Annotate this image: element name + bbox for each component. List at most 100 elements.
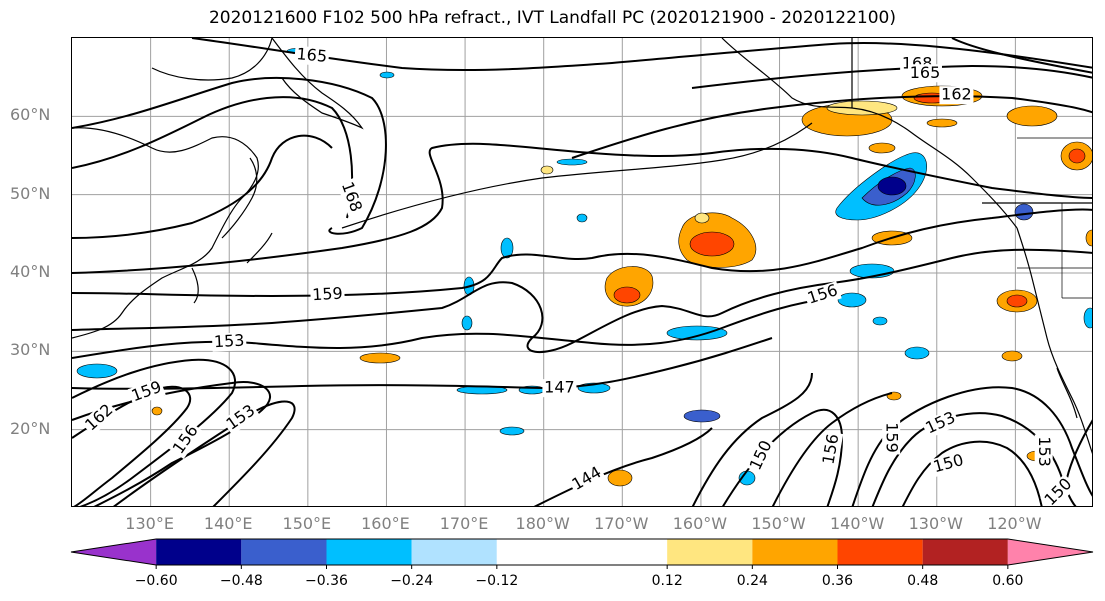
colorbar-extend-min [71, 539, 157, 565]
contour-label-background [127, 377, 166, 407]
positive-anomaly [359, 352, 401, 364]
colorbar-swatch [156, 539, 242, 565]
contour-label-background [567, 462, 607, 496]
negative-anomaly [576, 213, 588, 223]
colorbar-swatch [241, 539, 327, 565]
negative-anomaly [837, 292, 867, 308]
contour-label: 162 [941, 85, 972, 104]
colorbar-tick-label: −0.12 [475, 573, 519, 589]
latitude-label: 40°N [10, 262, 51, 281]
latitude-label: 20°N [10, 418, 51, 438]
contour-label-background [542, 379, 577, 398]
contour-label-background [921, 408, 960, 439]
contour-label: 165 [910, 63, 941, 82]
positive-anomaly [540, 165, 554, 175]
positive-anomaly [694, 212, 710, 224]
negative-anomaly [500, 237, 514, 259]
negative-anomaly [904, 346, 930, 360]
map-panel: 165 168 165 162 168 159 156 153 147 159 162 153 156 1… [71, 37, 1093, 507]
map-title: 2020121600 F102 500 hPa refract., IVT La… [208, 8, 896, 28]
contour-line [72, 134, 333, 239]
okhotsk-coastline [151, 38, 273, 81]
positive-anomaly [826, 100, 898, 116]
alaska-coastline [721, 38, 1018, 229]
asia-coastline [72, 127, 259, 339]
contour-label-background [1034, 434, 1053, 469]
contour-label-background [819, 430, 844, 468]
canada-border [851, 38, 1092, 204]
colorbar-swatch [752, 539, 838, 565]
contour-line [571, 95, 1092, 159]
positive-anomaly [868, 142, 896, 154]
positive-anomaly [1006, 105, 1058, 127]
positive-anomaly [607, 469, 633, 487]
colorbar [70, 538, 1094, 569]
contour-line [771, 392, 893, 506]
contour-label-background [80, 399, 119, 436]
contour-label-background [746, 436, 777, 475]
colorbar-swatch [922, 539, 1008, 565]
contour-label-background [803, 281, 842, 309]
positive-anomaly [613, 286, 641, 304]
longitude-label: 120°W [987, 514, 1042, 533]
contour-line [72, 77, 387, 235]
negative-anomaly [76, 363, 118, 379]
colorbar-tick-label: 0.60 [992, 573, 1024, 589]
colorbar-tick-label: −0.36 [305, 573, 348, 589]
contour-label-background [310, 285, 345, 305]
colorbar-swatch [411, 539, 497, 565]
height-contours [72, 38, 1092, 506]
coastlines [72, 38, 1092, 454]
contour-label-background [929, 451, 968, 478]
colorbar-tick-label: −0.24 [390, 573, 434, 589]
contour-line [533, 427, 713, 506]
korea-coastline [191, 267, 199, 304]
contour-label-background [211, 332, 247, 352]
colorbar-tick-label: 0.12 [651, 573, 683, 589]
positive-anomaly [151, 406, 163, 416]
longitude-label: 170°W [594, 514, 649, 533]
positive-anomaly [1001, 350, 1023, 362]
positive-anomaly [1006, 294, 1028, 308]
negative-anomaly [666, 325, 728, 341]
contour-label: 159 [312, 284, 343, 305]
contour-label: 147 [544, 378, 575, 397]
longitude-label: 170°E [439, 514, 489, 533]
colorbar-tick-label: 0.48 [907, 573, 939, 589]
colorbar-swatch [837, 539, 923, 565]
negative-anomaly [556, 158, 588, 166]
positive-anomaly [926, 118, 958, 128]
negative-anomaly [499, 426, 525, 436]
contour-line [72, 248, 1092, 354]
negative-anomaly [683, 409, 721, 423]
contour-label: 168 [338, 179, 366, 214]
contour-line [72, 142, 1092, 274]
contour-label: 156 [805, 280, 840, 308]
contour-line [72, 358, 237, 506]
contour-label: 150 [931, 450, 965, 476]
colorbar-swatch [667, 539, 753, 565]
contour-line [72, 337, 773, 390]
contour-label-background [221, 400, 261, 436]
colorbar-extend-max [1007, 539, 1093, 565]
contour-line [113, 400, 296, 506]
negative-anomaly [1014, 203, 1034, 221]
negative-anomaly [379, 71, 395, 79]
negative-anomaly [877, 176, 907, 196]
contour-label-background [882, 420, 901, 455]
latitude-label: 60°N [10, 105, 51, 125]
contour-label-background [939, 86, 974, 105]
longitude-label: 130°W [908, 514, 963, 533]
north-america-west-coast [1016, 227, 1092, 454]
contour-label: 165 [296, 44, 328, 66]
contour-line [901, 440, 1043, 506]
negative-anomaly [872, 316, 888, 326]
contour-label-background [907, 64, 942, 83]
negative-anomaly [461, 315, 473, 331]
contour-line [691, 372, 813, 506]
contour-line [72, 381, 272, 506]
longitude-label: 160°E [361, 514, 410, 533]
contour-label: 153 [213, 331, 244, 352]
